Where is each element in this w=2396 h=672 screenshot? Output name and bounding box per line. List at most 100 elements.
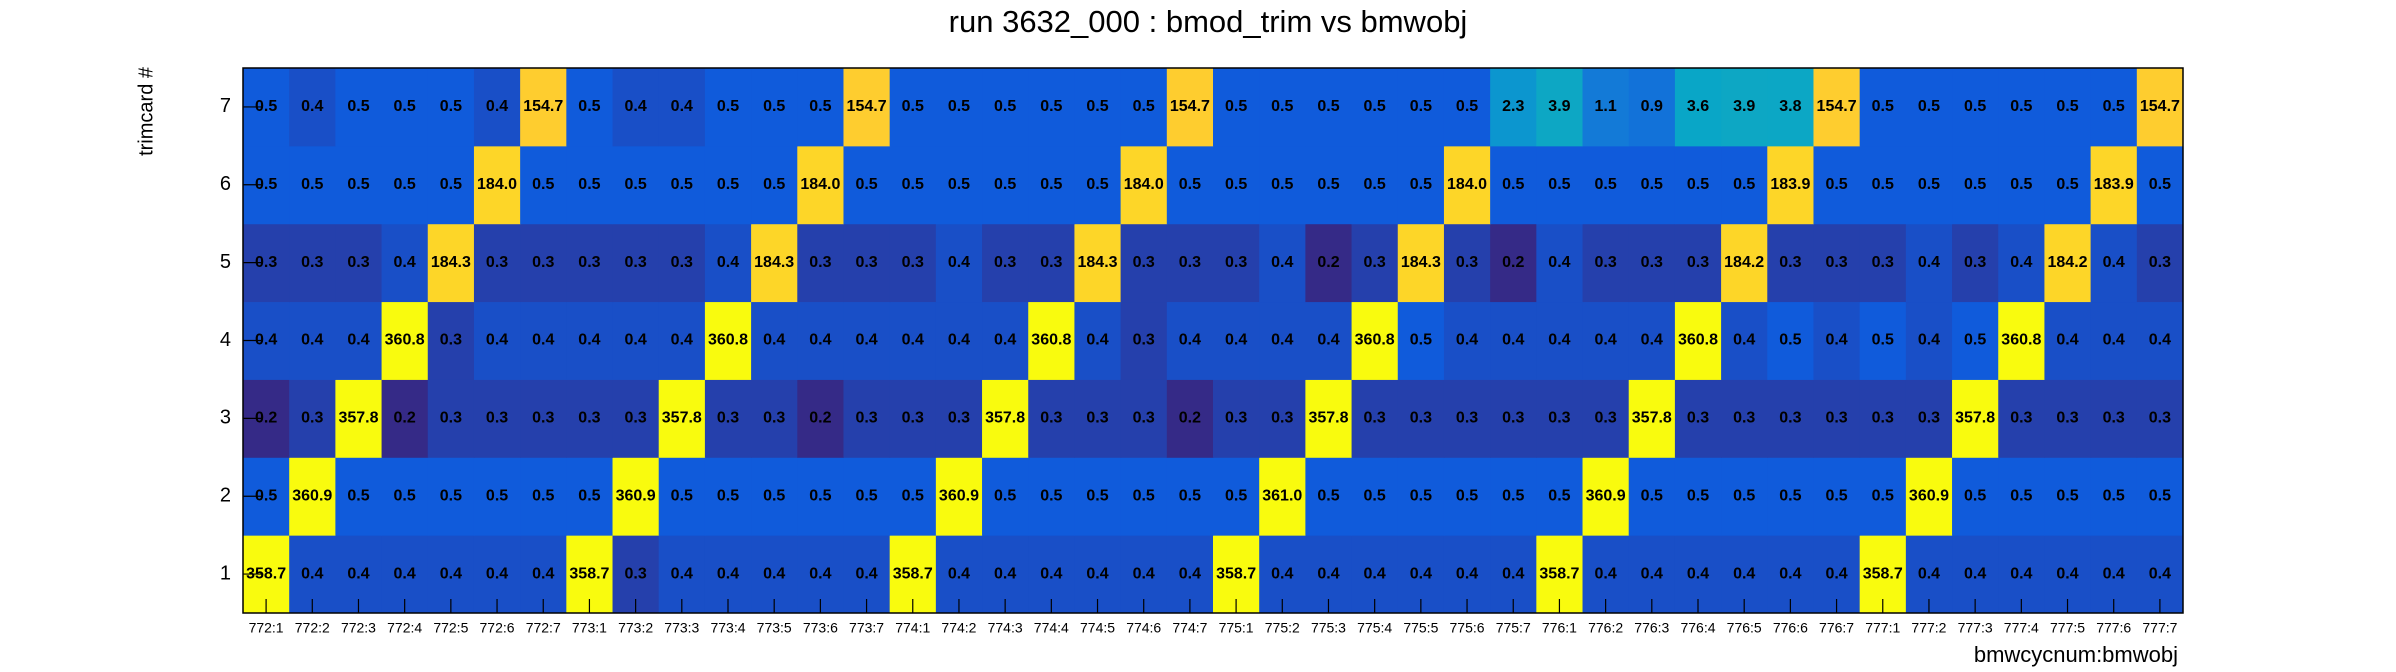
cell [843, 301, 891, 380]
cell-label: 0.5 [1502, 487, 1524, 504]
cell [1859, 145, 1907, 225]
cell-label: 184.2 [1724, 254, 1764, 271]
cell [1767, 457, 1814, 536]
cell [982, 223, 1029, 303]
cell [843, 379, 891, 458]
cell-label: 357.8 [1632, 410, 1672, 427]
cell-label: 0.4 [1548, 254, 1570, 271]
cell-label: 361.0 [1262, 487, 1302, 504]
cell-label: 0.3 [1225, 254, 1247, 271]
cell-label: 0.4 [1733, 565, 1755, 582]
cell [2090, 145, 2138, 225]
cell [1859, 68, 1907, 147]
cell [1721, 457, 1768, 536]
cell [935, 379, 983, 458]
cell [935, 145, 983, 225]
cell [1213, 68, 1260, 147]
cell-label: 0.3 [1456, 254, 1478, 271]
cell [612, 145, 660, 225]
cell-label: 0.4 [994, 565, 1016, 582]
cell-label: 0.3 [440, 332, 462, 349]
x-tick-label: 773:7 [849, 620, 884, 636]
x-tick-label: 776:2 [1588, 620, 1623, 636]
cell [381, 457, 429, 536]
cell-label: 358.7 [569, 565, 609, 582]
cell-label: 0.5 [1040, 176, 1062, 193]
cell [289, 379, 336, 458]
cell-label: 0.3 [624, 254, 646, 271]
cell-label: 0.2 [809, 410, 831, 427]
x-tick-label: 772:2 [295, 620, 330, 636]
cell [473, 145, 521, 225]
cell [1998, 68, 2045, 147]
cell-label: 0.3 [301, 254, 323, 271]
cell [612, 457, 660, 536]
y-axis-title: trimcard # [135, 66, 157, 156]
cell [658, 68, 706, 147]
cell-label: 0.5 [255, 176, 277, 193]
cell-label: 0.3 [717, 410, 739, 427]
cell [2090, 301, 2138, 380]
cell [1998, 223, 2045, 303]
cell-label: 0.5 [1502, 176, 1524, 193]
cell [1721, 301, 1768, 380]
cell [704, 145, 752, 225]
cell [2136, 145, 2184, 225]
x-tick-label: 772:1 [249, 620, 284, 636]
cell [381, 301, 429, 380]
cell-label: 0.3 [1918, 410, 1940, 427]
cell-label: 0.5 [2149, 176, 2171, 193]
cell [1859, 223, 1907, 303]
cell-label: 154.7 [847, 98, 887, 115]
cell-label: 0.5 [1225, 176, 1247, 193]
cell [612, 68, 660, 147]
cell-label: 0.3 [2056, 410, 2078, 427]
cell-label: 0.3 [1779, 410, 1801, 427]
cell-label: 0.3 [440, 410, 462, 427]
cell-label: 0.5 [1086, 487, 1108, 504]
cell [1397, 68, 1445, 147]
cell [751, 145, 798, 225]
cell [982, 379, 1029, 458]
cell-label: 357.8 [662, 410, 702, 427]
cell-label: 0.4 [1918, 254, 1940, 271]
cell-label: 0.4 [347, 565, 369, 582]
cell-label: 183.9 [2094, 176, 2134, 193]
cell [1674, 223, 1722, 303]
cell [2136, 223, 2184, 303]
cell [982, 301, 1029, 380]
cell [1582, 145, 1630, 225]
cell-label: 0.5 [1918, 176, 1940, 193]
cell-label: 0.5 [1641, 176, 1663, 193]
cell-label: 0.4 [532, 332, 554, 349]
cell [843, 457, 891, 536]
cell [566, 68, 614, 147]
cell-label: 0.5 [255, 487, 277, 504]
cell [2136, 68, 2184, 147]
cell [335, 457, 383, 536]
cell [1859, 457, 1907, 536]
cell [935, 457, 983, 536]
cell [1905, 457, 1953, 536]
cell [1166, 379, 1214, 458]
cell [520, 457, 567, 536]
x-tick-label: 775:4 [1357, 620, 1392, 636]
x-tick-label: 774:1 [895, 620, 930, 636]
cell-label: 0.5 [1410, 176, 1432, 193]
cell-label: 0.5 [1179, 176, 1201, 193]
cell-label: 0.3 [1502, 410, 1524, 427]
cell-label: 0.5 [994, 176, 1016, 193]
cell [1490, 145, 1537, 225]
cell-label: 0.4 [1456, 332, 1478, 349]
cell-label: 0.4 [624, 98, 646, 115]
cell-label: 0.5 [347, 98, 369, 115]
cell-label: 0.4 [347, 332, 369, 349]
x-tick-label: 775:2 [1265, 620, 1300, 636]
x-tick-label: 777:6 [2096, 620, 2131, 636]
cell-label: 360.8 [1355, 332, 1395, 349]
cell-label: 0.4 [1825, 332, 1847, 349]
cell-label: 0.5 [1548, 176, 1570, 193]
cell [1952, 145, 1999, 225]
cell [1628, 223, 1676, 303]
cell [1259, 68, 1306, 147]
